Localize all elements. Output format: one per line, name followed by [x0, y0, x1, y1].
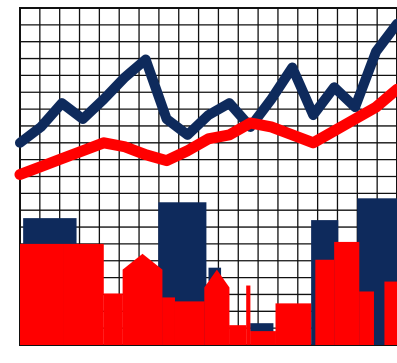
red-building-1: [63, 243, 104, 345]
series-line-0: [15, 18, 397, 148]
red-building-14: [384, 281, 397, 345]
red-building-6: [204, 269, 230, 345]
red-building-5: [174, 301, 205, 345]
series-line-1: [14, 83, 397, 181]
red-building-11: [315, 259, 335, 345]
red-building-10: [275, 303, 312, 345]
red-building-8: [246, 285, 251, 345]
red-building-2: [103, 293, 123, 345]
skyline-bars: [20, 198, 397, 345]
red-building-0: [20, 243, 64, 345]
red-building-3: [122, 253, 163, 345]
red-building-13: [359, 291, 374, 345]
red-building-9: [250, 331, 276, 345]
red-building-12: [334, 241, 360, 345]
red-building-7: [229, 325, 247, 345]
red-building-4: [162, 297, 175, 345]
line-series: [14, 18, 397, 181]
